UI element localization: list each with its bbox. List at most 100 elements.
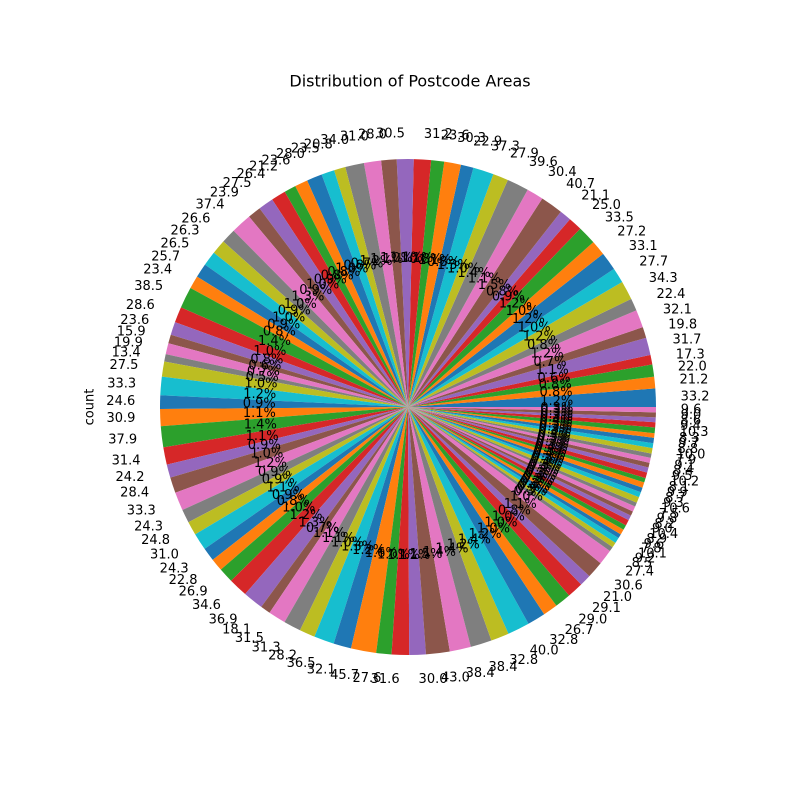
wedge (408, 242, 604, 407)
slice-label: 32.1 (663, 302, 692, 317)
percent-label: 1.0% (331, 535, 364, 550)
percent-label: 0.9% (492, 290, 525, 305)
slice-label: 31.4 (112, 453, 141, 468)
wedge (408, 407, 643, 493)
slice-label: 25.7 (151, 249, 180, 264)
percent-label: 0.8% (539, 378, 572, 393)
percent-label: 0.8% (250, 352, 283, 367)
wedge (300, 407, 408, 637)
percent-label: 0.9% (278, 304, 311, 319)
percent-label: 0.3% (539, 417, 572, 432)
slice-label: 22.9 (473, 135, 502, 150)
slice-label: 19.9 (114, 335, 143, 350)
slice-label: 34.0 (320, 133, 349, 148)
percent-label: 0.9% (243, 397, 276, 412)
slice-label: 31.7 (672, 333, 701, 348)
wedge (333, 407, 408, 649)
wedge (408, 407, 645, 488)
wedge (408, 164, 474, 407)
slice-label: 33.3 (127, 503, 156, 518)
slice-label: 31.6 (371, 672, 400, 687)
wedge (408, 407, 545, 624)
wedge (233, 216, 408, 407)
wedge (408, 407, 613, 551)
wedge (408, 407, 640, 503)
percent-label: 0.7% (350, 256, 383, 271)
wedge (350, 407, 408, 653)
slice-label: 27.4 (625, 565, 654, 580)
percent-label: 1.0% (518, 321, 551, 336)
percent-label: 0.9% (299, 283, 332, 298)
wedge (269, 407, 408, 623)
slice-label: 34.6 (192, 598, 221, 613)
percent-label: 0.9% (258, 465, 291, 480)
wedge (212, 407, 408, 570)
wedge (408, 174, 508, 407)
slice-label: 27.7 (639, 255, 668, 270)
percent-label: 1.0% (284, 297, 317, 312)
percent-label: 1.1% (397, 548, 430, 563)
wedge (408, 407, 621, 539)
wedge (408, 407, 492, 647)
wedge (164, 354, 408, 407)
slice-label: 40.7 (566, 177, 595, 192)
slice-label: 9.3 (663, 496, 684, 511)
wedge (408, 161, 461, 407)
slice-label: 29.1 (592, 601, 621, 616)
wedge (408, 407, 450, 655)
slice-label: 31.0 (340, 130, 369, 145)
percent-label: 1.1% (504, 497, 537, 512)
wedge (408, 407, 656, 418)
percent-label: 1.1% (468, 272, 501, 287)
slice-label: 33.2 (681, 389, 710, 404)
percent-label: 1.4% (458, 533, 491, 548)
slice-label: 9.9 (667, 485, 688, 500)
wedge (408, 179, 528, 407)
percent-label: 0.3% (540, 401, 573, 416)
percent-label: 0.3% (540, 410, 573, 425)
wedge (408, 407, 637, 507)
wedge (160, 407, 408, 427)
slice-label: 29.0 (578, 613, 607, 628)
percent-label: 1.0% (380, 251, 413, 266)
percent-label: 1.0% (244, 377, 277, 392)
slice-label: 27.2 (617, 225, 646, 240)
percent-label: 0.8% (327, 265, 360, 280)
slice-label: 28.0 (276, 147, 305, 162)
percent-label: 0.8% (498, 504, 531, 519)
slice-label: 23.6 (120, 313, 149, 328)
slice-label: 13.4 (112, 345, 141, 360)
wedge (408, 407, 654, 449)
wedge (163, 407, 408, 465)
slice-label: 40.0 (530, 644, 559, 659)
wedge (396, 159, 414, 407)
percent-label: 1.1% (390, 251, 423, 266)
percent-label: 1.3% (291, 289, 324, 304)
wedge (408, 407, 649, 473)
wedge (408, 407, 653, 454)
percent-label: 0.3% (537, 432, 570, 447)
wedge (231, 407, 408, 595)
percent-label: 0.3% (515, 482, 548, 497)
slice-label: 28.4 (120, 486, 149, 501)
wedge (180, 287, 408, 407)
slice-label: 8.3 (679, 431, 700, 446)
slice-label: 10.3 (680, 425, 709, 440)
percent-label: 0.8% (409, 252, 442, 267)
percent-label: 1.0% (272, 310, 305, 325)
slice-label: 9.7 (678, 436, 699, 451)
wedge (261, 407, 408, 613)
wedges (160, 159, 656, 655)
percent-label: 0.7% (247, 365, 280, 380)
percent-label: 0.8% (277, 494, 310, 509)
wedge (408, 407, 633, 516)
slice-label: 28.6 (126, 298, 155, 313)
wedge (408, 407, 616, 548)
percent-label: 0.7% (306, 521, 339, 536)
slice-label: 27.5 (223, 176, 252, 191)
wedge (408, 407, 650, 468)
slice-label: 10.4 (649, 527, 678, 542)
wedge (408, 407, 656, 428)
percent-label: 1.0% (282, 500, 315, 515)
wedge (408, 407, 624, 535)
